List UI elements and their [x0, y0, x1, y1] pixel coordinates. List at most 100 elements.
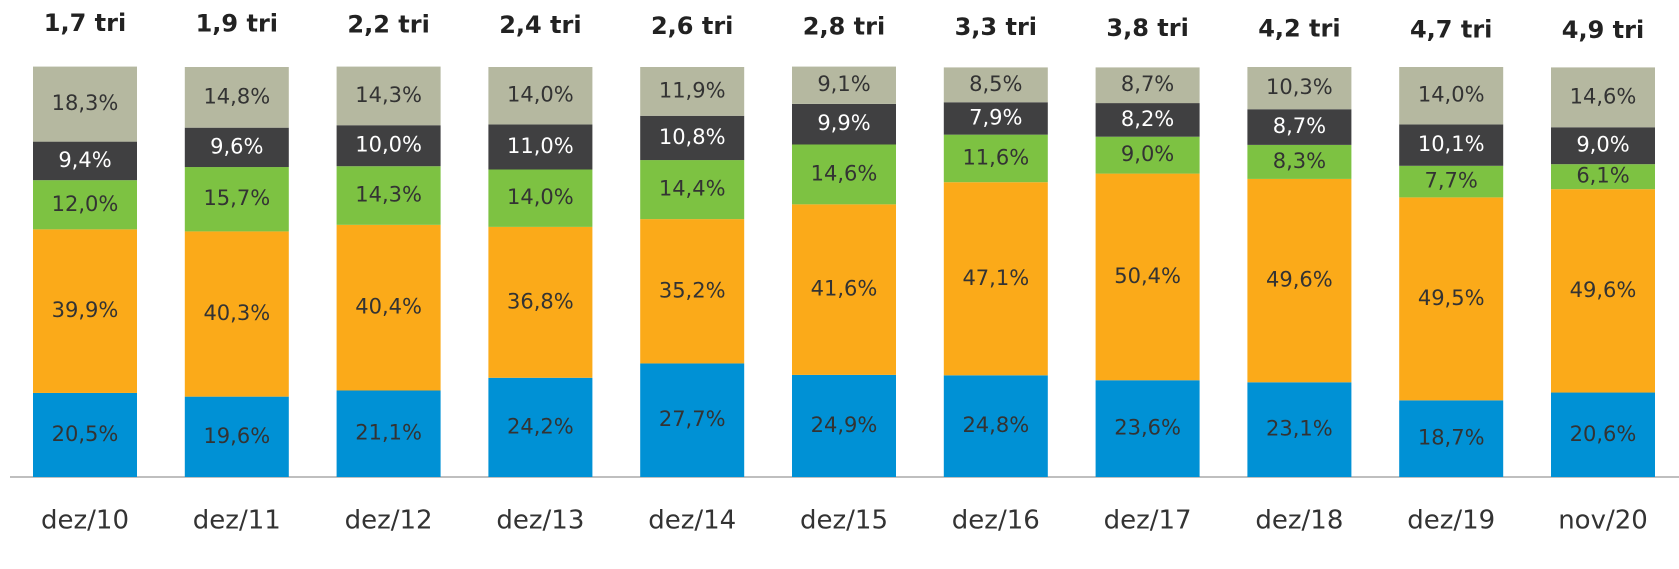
bar-segment [943, 67, 1048, 103]
bar-segment [640, 160, 745, 220]
bar-segment [640, 363, 745, 477]
value-label: 14,0% [1418, 83, 1485, 107]
value-label: 14,6% [1570, 84, 1637, 108]
bar-segment [488, 226, 593, 378]
value-label: 24,2% [507, 414, 574, 438]
bar-segment [943, 134, 1048, 183]
value-label: 9,1% [817, 72, 870, 96]
bar-segment [33, 180, 137, 230]
bar-segment [33, 66, 137, 142]
bar-segment [336, 66, 441, 126]
x-tick-label: dez/11 [193, 506, 281, 536]
value-label: 36,8% [507, 289, 574, 313]
value-label: 35,2% [659, 278, 726, 302]
bar-segment [33, 141, 137, 181]
bar-segment [792, 204, 896, 375]
bar-segment [1247, 144, 1352, 179]
total-label: 2,4 tri [499, 11, 581, 39]
value-label: 23,1% [1266, 417, 1333, 441]
bar-segment [1247, 178, 1352, 383]
bar-segment [640, 219, 745, 364]
bar-segment [1399, 400, 1504, 477]
value-label: 6,1% [1576, 164, 1629, 188]
value-label: 9,4% [58, 148, 111, 172]
value-label: 49,6% [1570, 278, 1637, 302]
value-label: 7,7% [1425, 169, 1478, 193]
bar-segment [1399, 124, 1504, 166]
bar-segment [1551, 164, 1655, 190]
total-label: 4,9 tri [1562, 16, 1644, 44]
total-label: 1,7 tri [44, 9, 126, 37]
bar-segment [1095, 380, 1200, 477]
value-label: 8,3% [1273, 149, 1326, 173]
value-label: 12,0% [52, 192, 119, 216]
value-label: 20,5% [52, 422, 119, 446]
x-tick-label: dez/14 [648, 506, 736, 536]
value-label: 21,1% [355, 421, 422, 445]
bar-segment [1247, 67, 1352, 110]
value-label: 11,9% [659, 78, 726, 102]
total-label: 2,6 tri [651, 12, 733, 40]
value-label: 19,6% [203, 424, 270, 448]
bar-segment [184, 67, 289, 128]
bar-segment [1551, 189, 1655, 393]
bar-segment [943, 375, 1048, 477]
bar-segment [1551, 392, 1655, 477]
value-label: 24,8% [962, 413, 1029, 437]
value-label: 18,7% [1418, 426, 1485, 450]
x-tick-label: dez/19 [1407, 506, 1495, 536]
bar-segment [1551, 67, 1655, 128]
value-label: 47,1% [962, 266, 1029, 290]
bar-segment [1247, 109, 1352, 145]
value-label: 23,6% [1114, 416, 1181, 440]
value-label: 39,9% [52, 298, 119, 322]
bar-segment [33, 392, 137, 477]
value-label: 14,3% [355, 83, 422, 107]
bar-segment [792, 144, 896, 205]
total-label: 1,9 tri [196, 10, 278, 38]
value-label: 14,6% [811, 161, 878, 185]
bar-segment [640, 115, 745, 161]
value-label: 14,3% [355, 183, 422, 207]
value-label: 10,0% [355, 133, 422, 157]
bar-segment [488, 124, 593, 170]
bar-segment [1095, 173, 1200, 381]
bar-segment [488, 67, 593, 125]
value-label: 11,0% [507, 134, 574, 158]
value-label: 14,0% [507, 185, 574, 209]
total-label: 2,8 tri [803, 13, 885, 41]
bar-segment [184, 167, 289, 232]
value-label: 9,9% [817, 111, 870, 135]
total-label: 3,8 tri [1106, 14, 1188, 42]
value-label: 10,8% [659, 125, 726, 149]
bar-segment [640, 67, 745, 116]
bar-segment [33, 229, 137, 393]
value-label: 8,5% [969, 72, 1022, 96]
total-label: 4,2 tri [1258, 15, 1340, 43]
value-label: 8,2% [1121, 107, 1174, 131]
value-label: 14,8% [203, 84, 270, 108]
x-tick-label: dez/13 [496, 506, 584, 536]
x-tick-label: dez/15 [800, 506, 888, 536]
x-tick-label: dez/16 [952, 506, 1040, 536]
value-label: 10,3% [1266, 75, 1333, 99]
value-label: 11,6% [962, 145, 1029, 169]
value-label: 40,3% [203, 301, 270, 325]
value-label: 9,6% [210, 134, 263, 158]
bar-segment [184, 396, 289, 477]
value-label: 50,4% [1114, 264, 1181, 288]
value-label: 7,9% [969, 105, 1022, 129]
bar-segment [1095, 103, 1200, 137]
x-tick-label: dez/17 [1104, 506, 1192, 536]
value-label: 27,7% [659, 407, 726, 431]
value-label: 8,7% [1121, 72, 1174, 96]
value-label: 10,1% [1418, 132, 1485, 156]
bar-segment [336, 125, 441, 167]
x-tick-label: nov/20 [1558, 506, 1648, 536]
value-label: 24,9% [811, 413, 878, 437]
x-tick-label: dez/12 [345, 506, 433, 536]
bar-segment [1399, 67, 1504, 125]
value-label: 14,0% [507, 83, 574, 107]
bar-segment [943, 102, 1048, 135]
